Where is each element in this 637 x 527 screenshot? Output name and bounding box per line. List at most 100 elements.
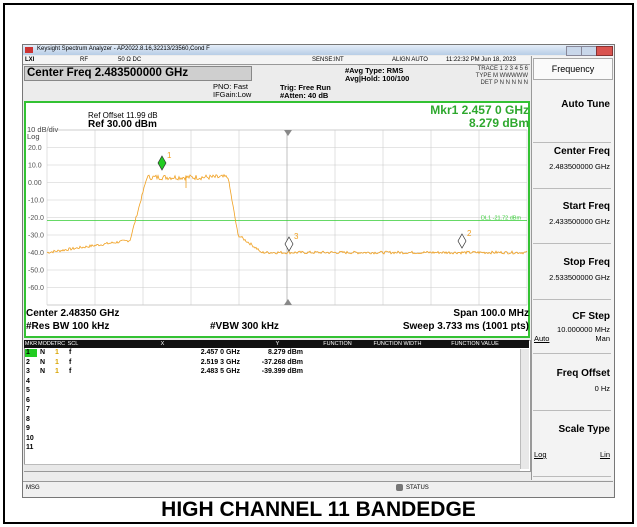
softkey-option: Auto	[534, 334, 550, 343]
attenuation: #Atten: 40 dB	[280, 91, 329, 100]
table-cell: 2.457 0 GHz	[200, 349, 240, 356]
marker-2	[457, 233, 467, 249]
status-icon	[396, 484, 403, 491]
table-header-cell: MODE	[38, 341, 55, 347]
y-label: 0.00	[28, 180, 42, 187]
table-cell: N	[40, 368, 46, 375]
table-header-cell: X	[160, 341, 165, 347]
trace	[46, 173, 528, 255]
softkey-value: 2.433500000 GHz	[549, 217, 610, 226]
softkey-label: Start Freq	[562, 201, 610, 212]
y-label: 10.0	[28, 163, 42, 170]
h-scrollbar[interactable]	[24, 464, 520, 471]
softkey-label: Scale Type	[558, 424, 610, 435]
softkey[interactable]	[533, 360, 611, 411]
softkey[interactable]	[533, 249, 611, 300]
softkey-panel	[531, 56, 614, 480]
softkey[interactable]	[533, 138, 611, 189]
table-cell: 1	[55, 358, 59, 366]
y-label: -50.0	[28, 268, 44, 275]
table-header-cell: SCL	[67, 341, 79, 347]
trace-row: TYPE M WWWWW	[475, 73, 528, 79]
table-cell: 3	[26, 368, 30, 375]
row-highlight	[25, 348, 37, 357]
trace-row: DET P N N N N N	[480, 80, 528, 86]
table-header-cell: FUNCTION WIDTH	[373, 341, 422, 347]
center-label: Center 2.48350 GHz	[26, 308, 120, 319]
softkey-value: 10.000000 MHz	[557, 325, 610, 334]
close-button[interactable]	[596, 46, 613, 56]
pno: PNO: Fast	[213, 82, 249, 91]
table-cell: 2.519 3 GHz	[200, 358, 240, 366]
table-cell: 1	[55, 349, 59, 356]
vbw-label: #VBW 300 kHz	[210, 321, 279, 332]
table-cell: 2.483 5 GHz	[200, 368, 240, 375]
softkey-option: Lin	[599, 450, 610, 459]
y-label: -60.0	[28, 285, 44, 292]
y-label: -30.0	[28, 233, 44, 240]
table-header-cell: Y	[275, 341, 280, 347]
table-header-cell: TRC	[53, 341, 66, 347]
marker-freq: Mkr1 2.457 0 GHz	[430, 103, 529, 117]
v-scrollbar[interactable]	[520, 349, 529, 469]
table-cell: N	[40, 358, 46, 366]
avg-type: #Avg Type: RMS	[345, 66, 404, 75]
caption: HIGH CHANNEL 11 BANDEDGE	[161, 498, 476, 521]
softkey[interactable]	[533, 303, 611, 354]
app-icon	[25, 47, 33, 53]
table-cell: 11	[26, 444, 34, 451]
marker-tag: 1	[167, 151, 172, 160]
graph-frame	[24, 101, 530, 338]
sweep-label: Sweep 3.733 ms (1001 pts)	[402, 321, 529, 332]
toolbar	[23, 56, 530, 65]
status: STATUS	[406, 485, 429, 491]
softkey-option: Man	[595, 334, 610, 343]
marker-3	[284, 236, 294, 252]
softkey-label: Center Freq	[553, 146, 610, 157]
table-cell: -37.268 dBm	[261, 358, 303, 366]
softkey-value: 2.483500000 GHz	[549, 162, 610, 171]
trace-row: TRACE 1 2 3 4 5 6	[477, 66, 528, 72]
ifgain: IFGain:Low	[213, 90, 252, 99]
center-freq-box: Center Freq 2.483500000 GHz	[24, 66, 252, 81]
marker-tag: 3	[294, 232, 299, 241]
toolbar-item: RF	[80, 57, 88, 63]
marker-tag: 2	[467, 229, 472, 238]
marker-1	[157, 155, 167, 171]
table-cell: 4	[26, 377, 30, 385]
table-header-cell: FUNCTION	[323, 341, 352, 347]
table-header	[24, 340, 529, 348]
title-bar	[23, 45, 613, 55]
scale: 10 dB/div	[27, 125, 59, 134]
table-header-cell: FUNCTION VALUE	[451, 341, 499, 347]
frame	[3, 3, 634, 524]
table-cell: 7	[26, 406, 30, 413]
table-cell: 6	[26, 396, 30, 404]
rbw-label: #Res BW 100 kHz	[26, 321, 110, 332]
table-cell: 2	[26, 358, 30, 366]
y-label: -20.0	[28, 215, 44, 222]
table-cell: 9	[26, 425, 30, 432]
softkey[interactable]	[533, 92, 611, 143]
marker-level: 8.279 dBm	[468, 116, 529, 130]
softkey-label: CF Step	[572, 311, 610, 322]
table-cell: -39.399 dBm	[261, 368, 303, 375]
softkey[interactable]	[533, 416, 611, 477]
table-cell: f	[69, 349, 72, 356]
table-cell: 8.279 dBm	[267, 349, 303, 356]
softkey-label: Stop Freq	[563, 257, 610, 268]
table-cell: f	[69, 368, 72, 375]
softkey-value: 2.533500000 GHz	[549, 273, 610, 282]
table-header-cell: MKR	[24, 341, 38, 347]
table-cell: 8	[26, 415, 30, 423]
trigger: Trig: Free Run	[280, 83, 331, 92]
ref-level: Ref 30.00 dBm	[88, 119, 157, 130]
toolbar-item: 11:22:32 PM Jun 18, 2023	[446, 57, 516, 63]
y-label: 20.0	[28, 145, 42, 152]
marker-table	[24, 340, 531, 472]
log-label: Log	[27, 132, 40, 141]
softkey[interactable]	[533, 193, 611, 244]
toolbar-item: 50 Ω DC	[118, 57, 142, 63]
